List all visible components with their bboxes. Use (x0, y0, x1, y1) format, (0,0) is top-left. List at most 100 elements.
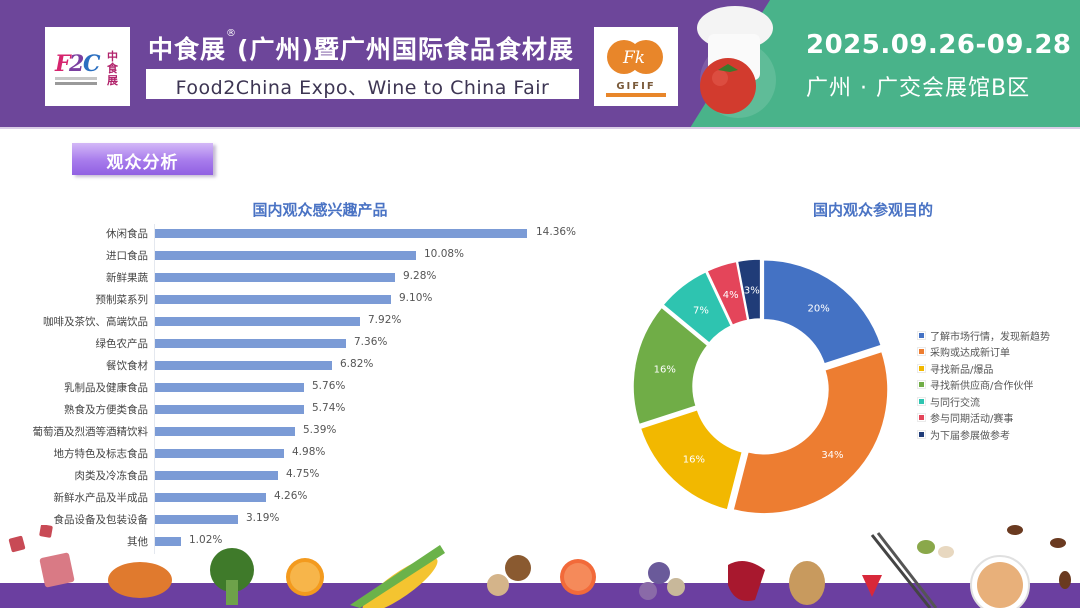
bar-label: 绿色农产品 (95, 338, 149, 350)
bar-value: 7.92% (368, 314, 402, 326)
svg-text:F: F (54, 51, 72, 77)
svg-text:2: 2 (68, 51, 84, 77)
meat-icon (8, 535, 26, 553)
grape-icon (648, 562, 670, 584)
legend-label: 了解市场行情，发现新趋势 (930, 331, 1050, 343)
bar (155, 471, 278, 480)
bar-value: 10.08% (424, 248, 465, 260)
legend-swatch-icon (917, 330, 926, 340)
bar-label: 肉类及冷冻食品 (74, 470, 149, 482)
wine-glass-icon (728, 561, 765, 601)
walnut-icon (505, 555, 531, 581)
donut-slice (762, 259, 883, 365)
donut-slice-label: 16% (654, 365, 676, 376)
donut-slice-label: 3% (744, 285, 760, 296)
bar (155, 515, 238, 524)
legend-item: 采购或达成新订单 (917, 344, 1050, 361)
bar-value: 5.74% (312, 402, 346, 414)
bar-row: 休闲食品 14.36% (0, 224, 620, 244)
legend-swatch-icon (917, 396, 926, 406)
legend-swatch-icon (917, 429, 926, 439)
donut-labels: 20% 34% 16% 16% 7% 4% 3% (654, 285, 844, 465)
bar-row: 食品设备及包装设备 3.19% (0, 510, 620, 530)
bar-row: 绿色农产品 7.36% (0, 334, 620, 354)
donut-slice (736, 258, 762, 322)
bar-value: 7.36% (354, 336, 388, 348)
header-divider (0, 127, 1080, 129)
bar-label: 咖啡及茶饮、高端饮品 (43, 316, 148, 328)
legend-swatch-icon (917, 347, 926, 357)
f2c-logo-icon: F 2 C (54, 51, 101, 85)
donut-slice-label: 34% (821, 450, 843, 461)
chef-hat-tomato-illustration (697, 6, 776, 118)
bar-label: 葡萄酒及烈酒等酒精饮料 (32, 426, 149, 438)
legend-label: 参与同期活动/赛事 (930, 414, 1014, 426)
bar (155, 317, 360, 326)
expo-title-rest: (广州)暨广州国际食品食材展 (237, 35, 574, 64)
legend-swatch-icon (917, 380, 926, 390)
bar-value: 4.75% (286, 468, 320, 480)
broccoli-icon (210, 548, 254, 592)
f2c-logo: F 2 C 中食展 (45, 27, 130, 106)
donut-slice-label: 7% (693, 306, 709, 317)
donut-chart-title: 国内观众参观目的 (812, 201, 934, 219)
bar (155, 449, 284, 458)
legend-label: 采购或达成新订单 (930, 348, 1010, 360)
bar-row: 新鲜果蔬 9.28% (0, 268, 620, 288)
bar-row: 葡萄酒及烈酒等酒精饮料 5.39% (0, 422, 620, 442)
coffee-bean-icon (1059, 571, 1071, 589)
bar-row: 乳制品及健康食品 5.76% (0, 378, 620, 398)
event-venue: 广州 · 广交会展馆B区 (806, 76, 1031, 101)
bar (155, 273, 395, 282)
legend-item: 参与同期活动/赛事 (917, 410, 1050, 427)
legend-label: 与同行交流 (930, 397, 980, 409)
expo-title-main: 中食展 (148, 35, 227, 64)
bar (155, 251, 416, 260)
bar-label: 乳制品及健康食品 (64, 382, 148, 394)
gifif-logo: Fk GIFIF (594, 27, 678, 106)
section-tag: 观众分析 (72, 143, 213, 175)
svg-text:Fk: Fk (622, 48, 645, 68)
bar-row: 地方特色及标志食品 4.98% (0, 444, 620, 464)
bar-row: 进口食品 10.08% (0, 246, 620, 266)
svg-text:GIFIF: GIFIF (616, 81, 655, 92)
chopsticks-icon (870, 534, 932, 608)
section-tag-label: 观众分析 (106, 153, 179, 173)
bar-value: 14.36% (536, 226, 577, 238)
bar (155, 229, 527, 238)
bar-label: 休闲食品 (106, 228, 148, 240)
bar (155, 427, 295, 436)
legend-swatch-icon (917, 363, 926, 373)
legend-item: 寻找新供应商/合作伙伴 (917, 377, 1050, 394)
bar-chart-title: 国内观众感兴趣产品 (252, 201, 388, 219)
bar-row: 新鲜水产品及半成品 4.26% (0, 488, 620, 508)
legend-item: 了解市场行情，发现新趋势 (917, 327, 1050, 344)
footer-purple-strip (0, 583, 1080, 608)
bar (155, 339, 346, 348)
legend-label: 寻找新供应商/合作伙伴 (930, 381, 1034, 393)
gifif-logo-icon: Fk GIFIF (606, 40, 666, 97)
bar (155, 361, 332, 370)
bar-value: 9.10% (399, 292, 433, 304)
donut-slice-label: 20% (807, 304, 829, 315)
bar-value: 4.26% (274, 490, 308, 502)
svg-text:C: C (83, 51, 101, 77)
food-illustrations (8, 525, 1071, 608)
bar-value: 5.76% (312, 380, 346, 392)
bar-label: 餐饮食材 (106, 360, 148, 372)
bar (155, 295, 391, 304)
bar (155, 383, 304, 392)
donut-slice (632, 306, 709, 426)
expo-title-cn: 中食展®(广州)暨广州国际食品食材展 (148, 28, 574, 66)
bar-row: 熟食及方便类食品 5.74% (0, 400, 620, 420)
event-date: 2025.09.26-09.28 (806, 30, 1072, 60)
bar-value: 1.02% (189, 534, 223, 546)
bar (155, 493, 266, 502)
bar-row: 其他 1.02% (0, 532, 620, 552)
bar-label: 其他 (127, 536, 148, 548)
meat-icon (39, 552, 75, 588)
muffin-icon (789, 561, 825, 605)
header-banner: F 2 C 中食展 中食展®(广州)暨广州国际食品食材展 Food2China … (0, 0, 1080, 128)
legend-item: 与同行交流 (917, 393, 1050, 410)
donut-slice (705, 260, 749, 327)
